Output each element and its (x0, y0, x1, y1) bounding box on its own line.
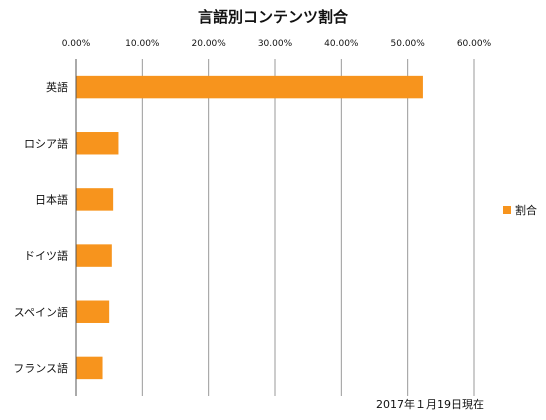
x-tick-label: 10.00% (125, 39, 160, 49)
legend: 割合 (503, 203, 537, 217)
x-tick-label: 40.00% (324, 39, 359, 49)
category-label: 英語 (46, 80, 68, 94)
legend-label: 割合 (515, 203, 537, 217)
bar (76, 188, 114, 211)
x-tick-label: 60.00% (457, 39, 492, 49)
x-tick-label: 30.00% (258, 39, 293, 49)
x-tick-label: 50.00% (391, 39, 426, 49)
bar (76, 300, 110, 323)
legend-swatch (503, 206, 511, 214)
category-label: ドイツ語 (24, 249, 68, 263)
bar (76, 75, 423, 99)
x-axis-ticks: 0.00% 10.00% 20.00% 30.00% 40.00% 50.00% 60.00… (62, 39, 492, 49)
category-label: スペイン語 (14, 305, 68, 319)
bar (76, 244, 112, 267)
bars (76, 75, 423, 380)
x-tick-label: 0.00% (62, 39, 91, 49)
category-label: ロシア語 (24, 136, 68, 150)
chart-title: 言語別コンテンツ割合 (198, 8, 349, 26)
gridlines (141, 59, 475, 396)
bar (76, 132, 119, 155)
category-label: 日本語 (35, 192, 68, 206)
x-tick-label: 20.00% (192, 39, 227, 49)
category-label: フランス語 (13, 361, 68, 375)
date-annotation: 2017年１月19日現在 (376, 397, 484, 411)
bar (76, 356, 103, 380)
